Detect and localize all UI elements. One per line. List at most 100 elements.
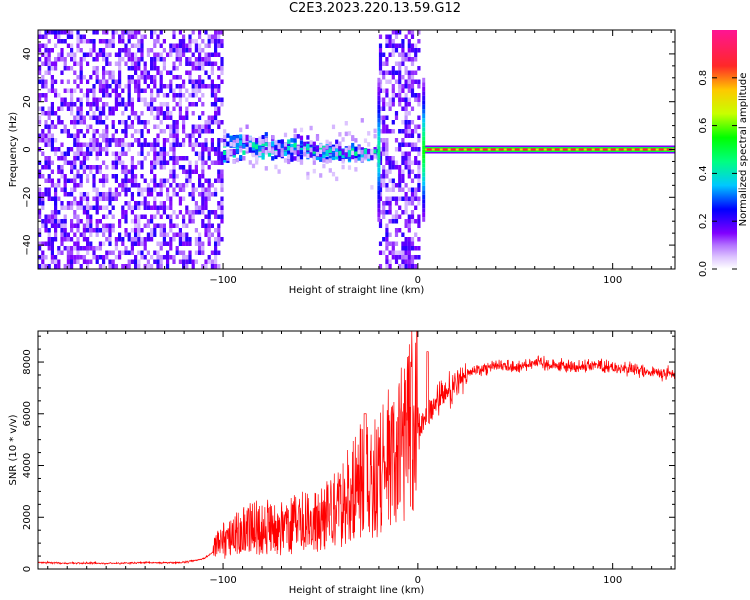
heatmap-cell <box>47 133 51 138</box>
heatmap-cell <box>207 187 211 192</box>
heatmap-cell <box>41 223 45 228</box>
heatmap-cell <box>341 159 345 164</box>
heatmap-cell <box>162 241 166 246</box>
heatmap-cell <box>417 93 421 98</box>
heatmap-cell <box>79 178 83 183</box>
heatmap-streak <box>422 109 426 114</box>
heatmap-cell <box>280 145 284 151</box>
heatmap-cell <box>98 79 102 84</box>
heatmap-cell <box>394 115 399 120</box>
heatmap-cell <box>82 255 86 260</box>
heatmap-cell <box>401 151 405 156</box>
heatmap-cell <box>79 183 83 188</box>
heatmap-cell <box>220 214 224 219</box>
heatmap-cell <box>207 165 211 170</box>
heatmap-cell <box>60 30 64 35</box>
heatmap-cell <box>162 57 166 62</box>
heatmap-cell <box>201 264 205 269</box>
heatmap-cell <box>159 228 163 233</box>
heatmap-cell <box>143 223 147 228</box>
heatmap-streak <box>422 113 426 119</box>
heatmap-cell <box>169 214 173 219</box>
heatmap-cell <box>198 43 202 48</box>
heatmap-cell <box>185 241 189 246</box>
heatmap-streak <box>377 212 381 218</box>
heatmap-cell <box>70 93 74 98</box>
heatmap-cell <box>214 210 218 215</box>
heatmap-cell <box>391 255 395 260</box>
heatmap-cell <box>159 183 163 188</box>
heatmap-cell <box>388 165 392 170</box>
heatmap-cell <box>220 174 224 179</box>
heatmap-cell <box>111 165 115 170</box>
heatmap-cell <box>404 246 408 251</box>
heatmap-cell <box>124 61 128 66</box>
heatmap-cell <box>95 259 99 264</box>
heatmap-cell <box>108 201 112 206</box>
heatmap-cell <box>175 133 179 138</box>
heatmap-cell <box>204 120 208 125</box>
heatmap-cell <box>312 150 316 155</box>
heatmap-cell <box>140 160 144 165</box>
heatmap-cell <box>185 264 189 269</box>
heatmap-cell <box>385 151 389 156</box>
heatmap-cell <box>73 142 77 147</box>
heatmap-cell <box>274 145 278 151</box>
heatmap-cell <box>105 205 109 210</box>
heatmap-cell <box>404 133 408 138</box>
heatmap-cell <box>156 241 160 246</box>
heatmap-cell <box>86 250 90 255</box>
heatmap-cell <box>182 156 186 161</box>
heatmap-cell <box>217 138 221 143</box>
heatmap-cell <box>210 70 214 75</box>
heatmap-cell <box>105 255 109 260</box>
heatmap-cell <box>242 134 246 139</box>
heatmap-cell <box>137 214 141 219</box>
heatmap-cell <box>159 223 163 228</box>
heatmap-cell <box>207 259 211 264</box>
heatmap-cell <box>38 43 42 48</box>
heatmap-cell <box>153 57 157 62</box>
heatmap-cell <box>50 246 54 251</box>
heatmap-cell <box>118 70 122 75</box>
heatmap-cell <box>214 255 218 260</box>
heatmap-cell <box>404 219 408 224</box>
heatmap-cell <box>66 88 70 93</box>
heatmap-cell <box>404 52 408 57</box>
heatmap-cell <box>63 151 67 156</box>
heatmap-cell <box>417 183 421 188</box>
heatmap-cell <box>378 84 383 89</box>
heatmap-cell <box>140 133 144 138</box>
heatmap-cell <box>79 70 83 75</box>
heatmap-cell <box>188 93 192 98</box>
heatmap-cell <box>394 196 399 201</box>
heatmap-cell <box>134 214 138 219</box>
heatmap-cell <box>63 178 67 183</box>
heatmap-cell <box>414 192 418 197</box>
x-axis-label: Height of straight line (km) <box>289 285 425 296</box>
heatmap-cell <box>182 84 186 89</box>
heatmap-cell <box>191 264 195 269</box>
heatmap-cell <box>143 138 147 143</box>
heatmap-cell <box>140 43 144 48</box>
heatmap-cell <box>178 183 182 188</box>
heatmap-cell <box>398 43 402 48</box>
heatmap-cell <box>201 57 205 62</box>
heatmap-cell <box>156 66 160 71</box>
y-tick-label: 20 <box>22 95 33 108</box>
heatmap-cell <box>178 201 182 206</box>
heatmap-cell <box>207 156 211 161</box>
heatmap-cell <box>63 129 67 134</box>
heatmap-cell <box>407 52 411 57</box>
heatmap-cell <box>175 223 179 228</box>
heatmap-cell <box>89 259 93 264</box>
heatmap-cell <box>198 66 202 71</box>
heatmap-cell <box>54 205 58 210</box>
heatmap-cell <box>410 219 415 224</box>
heatmap-cell <box>210 61 214 66</box>
heatmap-cell <box>166 259 170 264</box>
heatmap-cell <box>417 39 421 44</box>
heatmap-streak <box>377 154 381 159</box>
heatmap-cell <box>108 84 112 89</box>
heatmap-cell <box>417 124 421 129</box>
